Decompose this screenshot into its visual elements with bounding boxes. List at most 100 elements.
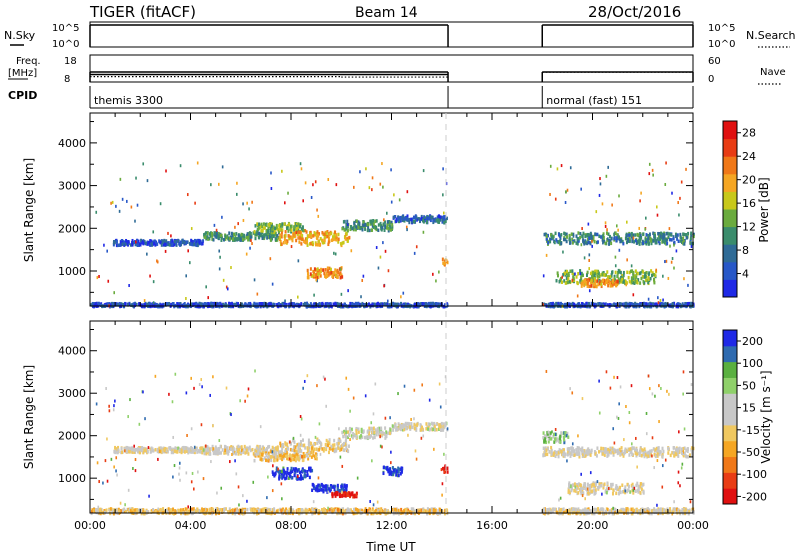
echo-cell <box>181 303 184 308</box>
echo-cell <box>560 449 563 454</box>
echo-cell <box>298 224 301 229</box>
echo-cell <box>170 447 173 452</box>
echo-cell <box>316 487 319 492</box>
echo-cell <box>388 304 391 309</box>
echo-noise <box>190 227 193 231</box>
echo-cell <box>594 488 597 492</box>
echo-cell <box>406 302 409 307</box>
echo-cell <box>306 234 309 238</box>
echo-cell <box>572 302 575 307</box>
echo-cell <box>645 302 648 306</box>
echo-cell <box>316 236 319 241</box>
echo-cell <box>240 448 243 453</box>
echo-cell <box>587 234 590 238</box>
echo-cell <box>138 450 141 455</box>
echo-cell <box>320 483 323 487</box>
echo-noise <box>146 252 148 256</box>
echo-cell <box>255 304 258 309</box>
echo-cell <box>307 456 310 461</box>
echo-cell <box>624 447 627 451</box>
echo-cell <box>407 425 410 429</box>
echo-cell <box>638 453 641 458</box>
echo-cell <box>619 270 622 275</box>
echo-cell <box>654 448 657 452</box>
cpid-panel: CPID themis 3300 normal (fast) 151 <box>8 86 694 109</box>
echo-noise <box>196 161 199 165</box>
echo-cell <box>109 507 112 511</box>
nave-tick-high: 60 <box>708 56 721 67</box>
echo-noise <box>562 250 564 254</box>
echo-cell <box>446 470 449 474</box>
echo-cell <box>567 487 570 491</box>
echo-cell <box>210 231 213 236</box>
echo-cell <box>286 239 289 244</box>
echo-cell <box>610 241 613 246</box>
echo-cell <box>312 453 315 457</box>
echo-cell <box>310 455 313 459</box>
echo-cell <box>284 234 287 238</box>
echo-cell <box>616 274 619 279</box>
echo-cell <box>576 486 579 490</box>
echo-noise <box>121 197 124 201</box>
echo-cell <box>221 448 224 452</box>
echo-cell <box>337 232 340 237</box>
echo-noise <box>668 227 671 231</box>
echo-cell <box>592 276 595 280</box>
echo-cell <box>263 234 266 239</box>
echo-cell <box>274 472 277 477</box>
echo-cell <box>315 242 318 247</box>
echo-noise <box>638 226 641 230</box>
echo-cell <box>624 485 627 489</box>
echo-cell <box>580 271 583 276</box>
echo-cell <box>291 238 294 243</box>
echo-cell <box>337 237 340 242</box>
echo-cell <box>672 235 675 239</box>
echo-noise <box>645 216 647 220</box>
echo-cell <box>598 274 601 279</box>
echo-cell <box>150 239 153 243</box>
echo-cell <box>318 303 321 307</box>
echo-cell <box>624 304 627 309</box>
echo-noise <box>317 214 320 218</box>
echo-cell <box>645 271 648 275</box>
echo-cell <box>242 450 245 455</box>
echo-cell <box>422 220 425 224</box>
freq-panel: Freq. [MHz] 18 8 60 0 Nave <box>8 54 786 85</box>
echo-cell <box>180 448 183 453</box>
echo-cell <box>232 232 235 236</box>
echo-cell <box>241 237 244 242</box>
echo-cell <box>259 455 262 459</box>
echo-cell <box>617 450 620 455</box>
echo-cell <box>152 241 155 246</box>
echo-cell <box>550 445 553 450</box>
echo-cell <box>613 274 616 279</box>
echo-cell <box>337 438 340 442</box>
echo-cell <box>331 485 334 489</box>
echo-cell <box>557 439 560 444</box>
echo-cell <box>261 230 264 235</box>
echo-cell <box>573 488 576 493</box>
echo-cell <box>445 216 448 221</box>
echo-noise <box>604 224 607 228</box>
echo-cell <box>594 302 597 307</box>
echo-noise <box>126 199 128 203</box>
echo-noise <box>566 188 569 192</box>
echo-cell <box>558 234 561 238</box>
echo-cell <box>329 302 332 306</box>
echo-cell <box>255 446 258 451</box>
echo-cell <box>316 230 319 234</box>
echo-cell <box>283 451 286 456</box>
echo-cell <box>615 239 618 243</box>
echo-cell <box>599 302 602 306</box>
echo-cell <box>285 240 288 245</box>
echo-cell <box>408 422 411 426</box>
echo-cell <box>634 489 637 493</box>
echo-cell <box>579 489 582 494</box>
echo-noise <box>250 238 252 242</box>
echo-cell <box>321 230 324 235</box>
echo-cell <box>676 237 679 241</box>
echo-cell <box>365 435 368 440</box>
echo-cell <box>633 448 636 453</box>
echo-cell <box>659 234 662 238</box>
echo-cell <box>394 303 397 308</box>
